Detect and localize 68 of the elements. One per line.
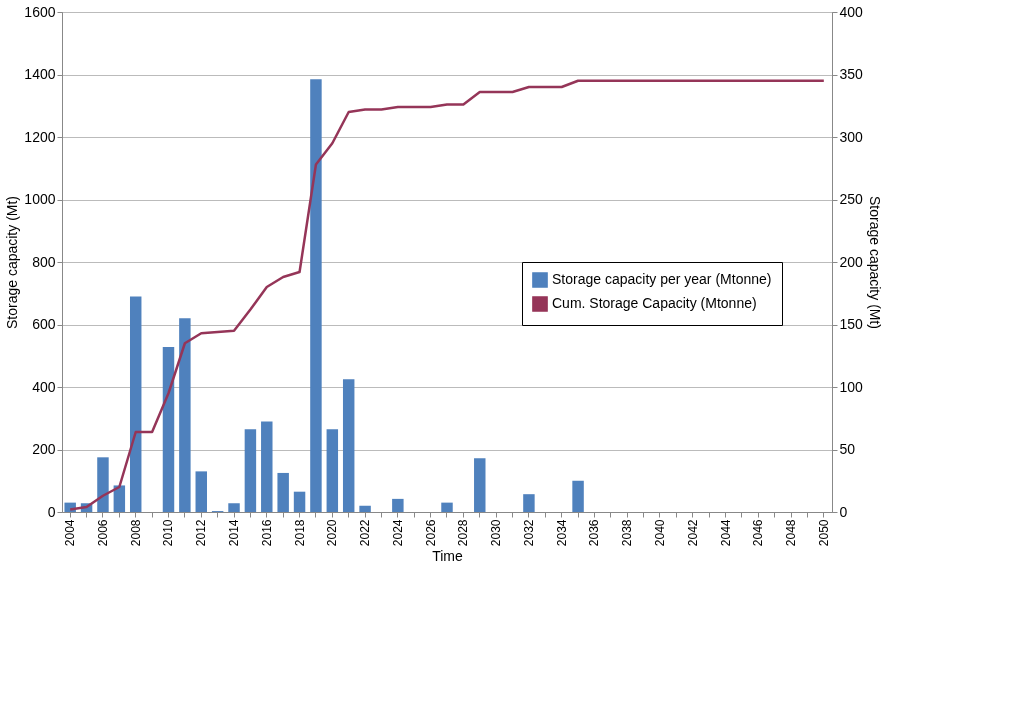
bar — [392, 498, 404, 512]
y-tick-label: 800 — [32, 253, 56, 270]
x-tick-label: 2022 — [358, 519, 373, 547]
x-tick-label: 2012 — [194, 519, 209, 547]
legend-label: Storage capacity per year (Mtonne) — [552, 271, 772, 287]
y-tick-label: 1400 — [24, 66, 56, 82]
bar — [326, 429, 339, 512]
y2-tick-label: 150 — [839, 316, 864, 332]
x-tick-label: 2038 — [620, 519, 635, 547]
x-tick-label: 2044 — [718, 519, 733, 547]
bar — [523, 494, 535, 512]
x-tick-label: 2018 — [292, 519, 307, 547]
y2-tick-label: 200 — [839, 253, 864, 270]
bar — [97, 457, 109, 512]
x-tick-label: 2048 — [784, 519, 799, 547]
y2-tick-label: 0 — [839, 503, 848, 520]
y-tick-label: 1200 — [24, 128, 56, 145]
x-tick-label: 2010 — [161, 519, 176, 547]
y-tick-label: 1000 — [24, 191, 56, 207]
line-series — [68, 79, 826, 511]
y-tick-label: 200 — [32, 441, 56, 457]
x-axis-title: Time — [432, 548, 464, 565]
x-tick-label: 2032 — [521, 519, 536, 547]
x-tick-label: 2030 — [489, 519, 504, 547]
bar — [474, 458, 486, 512]
x-tick-label: 2042 — [685, 519, 700, 547]
bar — [179, 318, 191, 512]
bar — [572, 480, 584, 512]
bar — [195, 471, 207, 512]
bar — [277, 472, 289, 512]
x-tick-label: 2014 — [227, 519, 242, 547]
bar — [441, 502, 453, 512]
x-tick-label: 2008 — [128, 519, 143, 547]
bar — [228, 503, 240, 512]
x-tick-label: 2040 — [652, 519, 667, 547]
bar — [129, 296, 142, 512]
y2-tick-label: 100 — [839, 378, 864, 395]
x-tick-label: 2016 — [259, 519, 274, 547]
bar — [261, 421, 273, 512]
bar — [342, 379, 355, 512]
bar — [293, 491, 306, 512]
bar — [310, 79, 322, 512]
y2-tick-label: 250 — [839, 191, 864, 207]
bar — [113, 485, 126, 512]
x-tick-label: 2026 — [423, 519, 438, 547]
y-tick-label: 400 — [32, 378, 56, 395]
x-tick-label: 2004 — [63, 519, 78, 547]
x-tick-label: 2050 — [816, 519, 831, 547]
x-tick-label: 2006 — [95, 519, 110, 547]
y-tick-label: 600 — [32, 316, 56, 332]
x-tick-label: 2028 — [456, 519, 471, 547]
bar — [359, 505, 371, 512]
x-tick-label: 2024 — [390, 519, 405, 547]
y-axis-title: Storage capacity (Mt) — [4, 195, 21, 330]
x-tick-label: 2036 — [587, 519, 602, 547]
y-tick-label: 0 — [47, 503, 56, 520]
y-tick-label: 1600 — [24, 3, 56, 20]
legend-label: Cum. Storage Capacity (Mtonne) — [552, 295, 757, 311]
bar — [244, 429, 257, 512]
y2-tick-label: 400 — [839, 3, 864, 20]
x-tick-label: 2046 — [751, 519, 766, 547]
y2-tick-label: 50 — [839, 441, 856, 457]
x-tick-label: 2034 — [554, 519, 569, 547]
x-tick-label: 2020 — [325, 519, 340, 547]
bar — [162, 347, 175, 512]
y2-tick-label: 350 — [839, 66, 864, 82]
y2-axis-title: Storage capacity (Mt) — [866, 195, 883, 330]
y2-tick-label: 300 — [839, 128, 864, 145]
